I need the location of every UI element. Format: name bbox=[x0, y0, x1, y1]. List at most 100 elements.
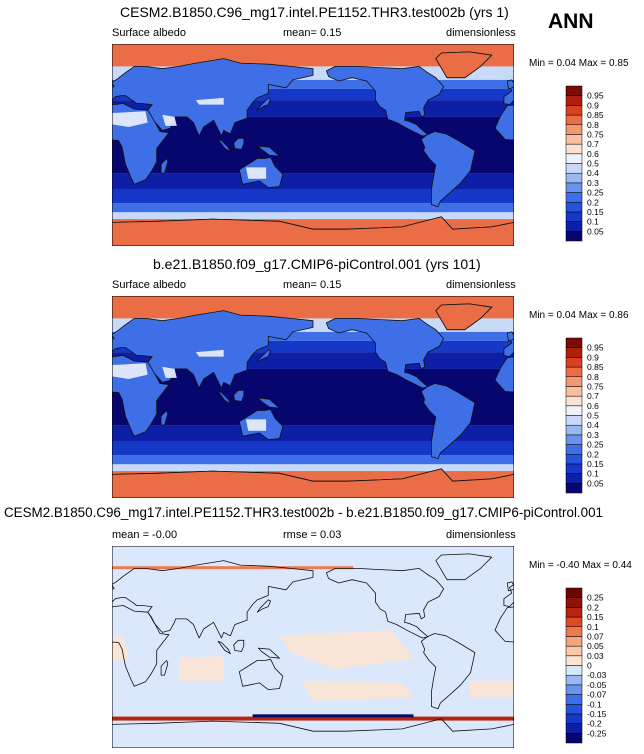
colorbar-tick-label: 0.6 bbox=[587, 401, 599, 411]
colorbar-swatch bbox=[565, 231, 583, 242]
colorbar-tick-label: 0.75 bbox=[587, 381, 604, 391]
colorbar-tick-label: -0.15 bbox=[587, 709, 607, 719]
colorbar-swatch bbox=[565, 434, 583, 445]
colorbar-swatch bbox=[565, 182, 583, 193]
colorbar-tick-label: 0.25 bbox=[587, 440, 604, 450]
colorbar-tick-label: 0.15 bbox=[587, 207, 604, 217]
colorbar-swatch bbox=[565, 483, 583, 494]
colorbar-tick-label: 0.5 bbox=[587, 411, 599, 421]
colorbar-tick-label: 0.1 bbox=[587, 217, 599, 227]
colorbar-swatch bbox=[565, 587, 583, 598]
colorbar-swatch bbox=[565, 153, 583, 164]
colorbar-swatch bbox=[565, 395, 583, 407]
colorbar-tick-label: -0.03 bbox=[587, 670, 607, 680]
panel-1-variable-label: Surface albedo bbox=[112, 27, 186, 39]
colorbar-swatch bbox=[565, 415, 583, 426]
colorbar-tick-label: -0.2 bbox=[587, 719, 602, 729]
panel-1-mean-label: mean= 0.15 bbox=[283, 27, 342, 39]
snow-cover bbox=[112, 303, 514, 498]
panel-2-units-label: dimensionless bbox=[446, 279, 516, 291]
colorbar-tick-label: -0.1 bbox=[587, 699, 602, 709]
colorbar-tick-label: 0.9 bbox=[587, 100, 599, 110]
colorbar-tick-label: -0.05 bbox=[587, 680, 607, 690]
colorbar-swatch bbox=[565, 694, 583, 705]
panel-2-variable-label: Surface albedo bbox=[112, 279, 186, 291]
colorbar-swatch bbox=[565, 202, 583, 213]
colorbar-tick-label: 0.8 bbox=[587, 372, 599, 382]
colorbar-tick-label: 0.1 bbox=[587, 622, 599, 632]
panel-2-title: b.e21.B1850.f09_g17.CMIP6-piControl.001 … bbox=[153, 256, 481, 272]
colorbar-tick-label: 0.7 bbox=[587, 391, 599, 401]
panel-3-colorbar: -0.25-0.2-0.15-0.1-0.07-0.05-0.0300.030.… bbox=[565, 587, 607, 744]
colorbar-swatch bbox=[565, 114, 583, 125]
colorbar-tick-label: 0.2 bbox=[587, 602, 599, 612]
colorbar-swatch bbox=[565, 143, 583, 155]
colorbar-tick-label: 0 bbox=[587, 661, 592, 671]
panel-2-colorbar: 0.050.10.150.20.250.30.40.50.60.70.750.8… bbox=[565, 337, 604, 494]
panel-1-title: CESM2.B1850.C96_mg17.intel.PE1152.THR3.t… bbox=[120, 4, 509, 20]
colorbar-tick-label: 0.4 bbox=[587, 420, 599, 430]
panel-2-map bbox=[112, 296, 514, 498]
panel-3-map bbox=[112, 546, 514, 748]
colorbar-tick-label: 0.6 bbox=[587, 149, 599, 159]
colorbar-swatch bbox=[565, 85, 583, 96]
colorbar-tick-label: 0.05 bbox=[587, 478, 604, 488]
colorbar-swatch bbox=[565, 684, 583, 695]
colorbar-swatch bbox=[565, 674, 583, 686]
colorbar-swatch bbox=[565, 597, 583, 608]
panel-3-title: CESM2.B1850.C96_mg17.intel.PE1152.THR3.t… bbox=[4, 505, 603, 520]
colorbar-swatch bbox=[565, 386, 583, 397]
colorbar-swatch bbox=[565, 616, 583, 627]
colorbar-swatch bbox=[565, 357, 583, 368]
colorbar-tick-label: 0.95 bbox=[587, 91, 604, 101]
colorbar-swatch bbox=[565, 424, 583, 436]
colorbar-swatch bbox=[565, 124, 583, 135]
colorbar-swatch bbox=[565, 337, 583, 348]
colorbar-swatch bbox=[565, 626, 583, 637]
colorbar-swatch bbox=[565, 192, 583, 203]
colorbar-tick-label: 0.05 bbox=[587, 226, 604, 236]
colorbar-swatch bbox=[565, 704, 583, 715]
colorbar-swatch bbox=[565, 211, 583, 222]
colorbar-swatch bbox=[565, 473, 583, 484]
colorbar-swatch bbox=[565, 713, 583, 724]
colorbar-swatch bbox=[565, 655, 583, 666]
colorbar-tick-label: 0.75 bbox=[587, 129, 604, 139]
colorbar-swatch bbox=[565, 607, 583, 618]
colorbar-tick-label: 0.5 bbox=[587, 159, 599, 169]
panel-3-units-label: dimensionless bbox=[446, 529, 516, 541]
continent-outlines bbox=[112, 553, 514, 748]
desert-highlights bbox=[112, 349, 267, 431]
colorbar-swatch bbox=[565, 444, 583, 455]
colorbar-swatch bbox=[565, 376, 583, 387]
colorbar-tick-label: 0.9 bbox=[587, 352, 599, 362]
colorbar-swatch bbox=[565, 405, 583, 416]
colorbar-tick-label: 0.4 bbox=[587, 168, 599, 178]
colorbar-tick-label: 0.85 bbox=[587, 362, 604, 372]
latitude-bands bbox=[112, 296, 514, 498]
panel-2-minmax-label: Min = 0.04 Max = 0.86 bbox=[529, 310, 629, 321]
southern-ocean-streak bbox=[112, 566, 514, 721]
panel-3-rmse-label: rmse = 0.03 bbox=[283, 529, 342, 541]
colorbar-tick-label: 0.07 bbox=[587, 631, 604, 641]
panel-1-minmax-label: Min = 0.04 Max = 0.85 bbox=[529, 58, 629, 69]
colorbar-swatch bbox=[565, 645, 583, 657]
colorbar-tick-label: 0.25 bbox=[587, 188, 604, 198]
panel-1-colorbar: 0.050.10.150.20.250.30.40.50.60.70.750.8… bbox=[565, 85, 604, 242]
panel-2-mean-label: mean= 0.15 bbox=[283, 279, 342, 291]
colorbar-swatch bbox=[565, 366, 583, 377]
desert-highlights bbox=[112, 97, 267, 179]
colorbar-swatch bbox=[565, 221, 583, 232]
colorbar-swatch bbox=[565, 134, 583, 145]
colorbar-swatch bbox=[565, 172, 583, 184]
colorbar-tick-label: 0.03 bbox=[587, 651, 604, 661]
colorbar-tick-label: 0.15 bbox=[587, 612, 604, 622]
colorbar-swatch bbox=[565, 347, 583, 358]
colorbar-tick-label: 0.2 bbox=[587, 449, 599, 459]
snow-cover bbox=[112, 51, 514, 246]
colorbar-tick-label: 0.3 bbox=[587, 178, 599, 188]
colorbar-swatch bbox=[565, 163, 583, 174]
colorbar-tick-label: 0.7 bbox=[587, 139, 599, 149]
colorbar-tick-label: 0.15 bbox=[587, 459, 604, 469]
colorbar-swatch bbox=[565, 733, 583, 744]
